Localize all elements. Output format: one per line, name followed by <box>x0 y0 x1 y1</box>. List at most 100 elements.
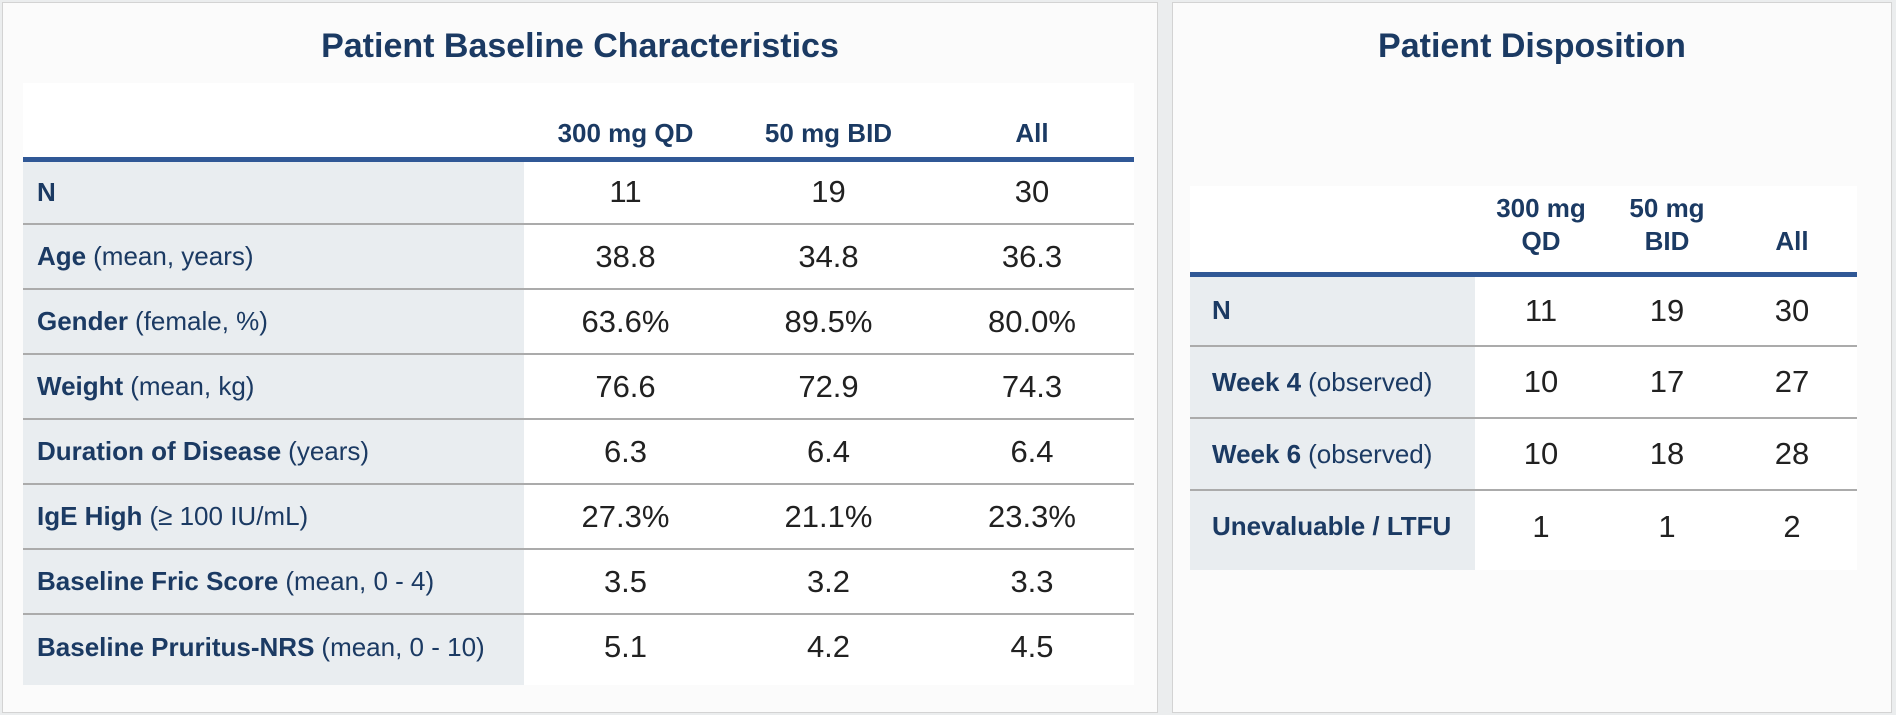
baseline-table-title: Patient Baseline Characteristics <box>321 27 839 65</box>
row-label: Weight <box>37 371 124 401</box>
baseline-characteristics-table: 300 mg QD 50 mg BID All N 11 19 30 Age (m… <box>23 83 1134 685</box>
row-label: Week 4 <box>1212 366 1302 397</box>
value-cell: 2 <box>1727 489 1857 562</box>
row-label-detail: (mean, 0 - 4) <box>285 566 435 596</box>
table-row-weight: Weight (mean, kg) 76.6 72.9 74.3 <box>23 353 1134 419</box>
value-cell: 4.2 <box>727 613 930 679</box>
row-label-detail: (≥ 100 IU/mL) <box>149 501 309 531</box>
row-label-cell: Weight (mean, kg) <box>23 353 524 419</box>
value-cell: 89.5% <box>727 288 930 354</box>
header-row: 300 mg QD 50 mg BID All <box>1190 186 1857 277</box>
table-row-pruritus-nrs: Baseline Pruritus-NRS (mean, 0 - 10) 5.1 … <box>23 613 1134 679</box>
table-bottom-padding <box>23 679 1134 685</box>
row-label-cell: Week 4 (observed) <box>1190 345 1475 418</box>
table-row-week-4: Week 4 (observed) 10 17 27 <box>1190 345 1857 418</box>
row-label-cell: N <box>23 159 524 224</box>
value-cell: 11 <box>524 159 727 224</box>
value-cell: 34.8 <box>727 223 930 289</box>
value-cell: 72.9 <box>727 353 930 419</box>
value-cell: 1 <box>1475 489 1607 562</box>
row-label: IgE High <box>37 501 143 531</box>
disposition-table-header: 300 mg QD 50 mg BID All <box>1190 186 1857 277</box>
row-label-detail: (female, %) <box>135 306 268 336</box>
value-cell: 17 <box>1607 345 1727 418</box>
value-cell: 3.3 <box>930 548 1134 614</box>
value-cell: 76.6 <box>524 353 727 419</box>
row-label: Gender <box>37 306 129 336</box>
column-header-300mg-qd: 300 mg QD <box>524 83 727 162</box>
value-cell: 6.4 <box>727 418 930 484</box>
table-bottom-padding <box>1190 562 1857 570</box>
value-cell: 10 <box>1475 417 1607 490</box>
row-label-cell: IgE High (≥ 100 IU/mL) <box>23 483 524 549</box>
column-header-all: All <box>1727 186 1857 277</box>
value-cell: 23.3% <box>930 483 1134 549</box>
table-row-gender: Gender (female, %) 63.6% 89.5% 80.0% <box>23 288 1134 354</box>
row-label: Age <box>37 241 87 271</box>
row-label-cell: N <box>1190 274 1475 346</box>
value-cell: 36.3 <box>930 223 1134 289</box>
column-header-50mg-bid: 50 mg BID <box>1607 186 1727 277</box>
value-cell: 18 <box>1607 417 1727 490</box>
value-cell: 6.3 <box>524 418 727 484</box>
row-label-detail: (mean, kg) <box>130 371 255 401</box>
value-cell: 6.4 <box>930 418 1134 484</box>
table-row-duration: Duration of Disease (years) 6.3 6.4 6.4 <box>23 418 1134 484</box>
table-row-unevaluable-ltfu: Unevaluable / LTFU 1 1 2 <box>1190 489 1857 562</box>
column-header-empty <box>1190 186 1475 277</box>
patient-disposition-table: 300 mg QD 50 mg BID All N 11 19 30 Week … <box>1190 186 1857 570</box>
row-label-cell: Baseline Fric Score (mean, 0 - 4) <box>23 548 524 614</box>
row-label-cell: Duration of Disease (years) <box>23 418 524 484</box>
value-cell: 11 <box>1475 274 1607 346</box>
row-label-cell: Gender (female, %) <box>23 288 524 354</box>
table-row-n: N 11 19 30 <box>23 159 1134 224</box>
column-header-empty <box>23 83 524 162</box>
value-cell: 4.5 <box>930 613 1134 679</box>
value-cell: 1 <box>1607 489 1727 562</box>
value-cell: 30 <box>1727 274 1857 346</box>
table-row-week-6: Week 6 (observed) 10 18 28 <box>1190 417 1857 490</box>
value-cell: 5.1 <box>524 613 727 679</box>
disposition-table-title: Patient Disposition <box>1378 27 1686 65</box>
baseline-table-header: 300 mg QD 50 mg BID All <box>23 83 1134 162</box>
patient-disposition-panel: Patient Disposition 300 mg QD 50 mg BID … <box>1172 2 1892 713</box>
value-cell: 3.2 <box>727 548 930 614</box>
value-cell: 19 <box>727 159 930 224</box>
header-row: 300 mg QD 50 mg BID All <box>23 83 1134 162</box>
value-cell: 19 <box>1607 274 1727 346</box>
row-label-detail: (mean, years) <box>93 241 254 271</box>
value-cell: 3.5 <box>524 548 727 614</box>
row-label-detail: (mean, 0 - 10) <box>321 631 485 662</box>
row-label-detail: (years) <box>288 436 370 466</box>
value-cell: 27 <box>1727 345 1857 418</box>
row-label-cell: Baseline Pruritus-NRS (mean, 0 - 10) <box>23 613 524 679</box>
row-label-cell: Unevaluable / LTFU <box>1190 489 1475 562</box>
row-label: Baseline Pruritus-NRS <box>37 631 315 662</box>
row-label-detail: (observed) <box>1308 366 1433 397</box>
value-cell: 80.0% <box>930 288 1134 354</box>
row-label-cell: Week 6 (observed) <box>1190 417 1475 490</box>
row-label: N <box>37 176 56 207</box>
baseline-characteristics-panel: Patient Baseline Characteristics 300 mg … <box>2 2 1158 713</box>
value-cell: 21.1% <box>727 483 930 549</box>
column-header-300mg-qd: 300 mg QD <box>1475 186 1607 277</box>
table-row-fric-score: Baseline Fric Score (mean, 0 - 4) 3.5 3.2… <box>23 548 1134 614</box>
value-cell: 30 <box>930 159 1134 224</box>
table-row-ige-high: IgE High (≥ 100 IU/mL) 27.3% 21.1% 23.3% <box>23 483 1134 549</box>
table-row-n: N 11 19 30 <box>1190 274 1857 346</box>
row-label-detail: (observed) <box>1308 438 1433 469</box>
column-header-all: All <box>930 83 1134 162</box>
value-cell: 74.3 <box>930 353 1134 419</box>
value-cell: 28 <box>1727 417 1857 490</box>
row-label: Duration of Disease <box>37 436 282 466</box>
row-label: Unevaluable / LTFU <box>1212 511 1452 541</box>
value-cell: 27.3% <box>524 483 727 549</box>
row-label: Week 6 <box>1212 438 1302 469</box>
value-cell: 38.8 <box>524 223 727 289</box>
value-cell: 10 <box>1475 345 1607 418</box>
column-header-50mg-bid: 50 mg BID <box>727 83 930 162</box>
value-cell: 63.6% <box>524 288 727 354</box>
row-label: Baseline Fric Score <box>37 566 279 596</box>
row-label-cell: Age (mean, years) <box>23 223 524 289</box>
table-row-age: Age (mean, years) 38.8 34.8 36.3 <box>23 223 1134 289</box>
